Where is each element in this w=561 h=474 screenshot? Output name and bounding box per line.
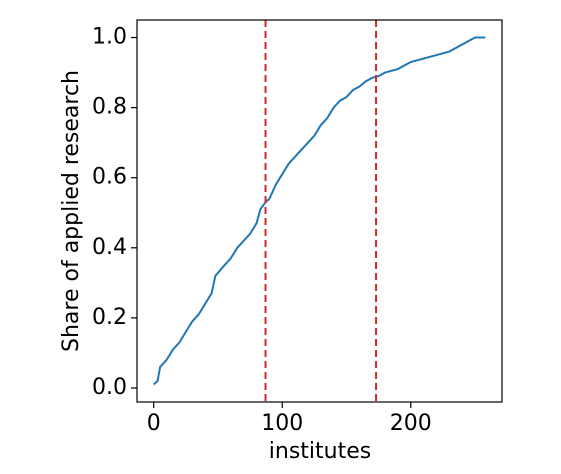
x-tick-label: 100 [261,411,303,436]
y-tick-label: 0.6 [92,165,127,190]
y-tick-label: 0.4 [92,235,127,260]
y-tick-label: 0.2 [92,305,127,330]
y-axis-label: Share of applied research [59,70,84,352]
x-axis-label: institutes [269,439,371,464]
y-tick-label: 0.8 [92,95,127,120]
x-tick-label: 0 [147,411,161,436]
plot-frame [136,19,503,403]
y-tick-label: 0.0 [92,375,127,400]
data-line [153,36,486,386]
y-tick-label: 1.0 [92,25,127,50]
x-tick-label: 200 [390,411,432,436]
